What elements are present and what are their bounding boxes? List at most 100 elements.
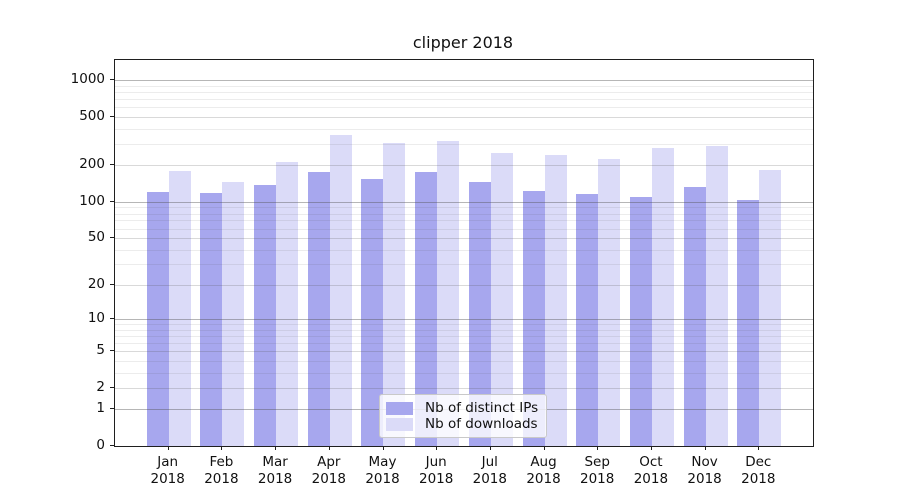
gridline-8	[115, 329, 813, 331]
legend-entry-distinct-ips: Nb of distinct IPs	[386, 400, 539, 416]
gridline-9	[115, 324, 813, 326]
bar-downloads-jan	[168, 171, 191, 446]
x-tick-mark-sep	[597, 446, 599, 450]
gridline-90	[115, 207, 813, 209]
bar-downloads-dec	[759, 170, 782, 446]
bar-downloads-nov	[705, 145, 728, 446]
x-tick-mark-jul	[489, 446, 491, 450]
y-tick-mark-1000	[110, 79, 114, 81]
x-tick-label-mar: Mar 2018	[257, 454, 293, 487]
x-tick-mark-apr	[328, 446, 330, 450]
y-tick-mark-10	[110, 318, 114, 320]
y-tick-label-20: 20	[87, 275, 105, 292]
bar-distinct-ips-may	[361, 178, 384, 446]
gridline-3	[115, 372, 813, 374]
x-tick-label-sep: Sep 2018	[580, 454, 615, 487]
gridline-30	[115, 264, 813, 266]
gridline-7	[115, 336, 813, 337]
bar-downloads-aug	[544, 154, 567, 446]
x-tick-mark-nov	[704, 446, 706, 450]
x-tick-mark-oct	[650, 446, 652, 450]
bar-downloads-jul	[490, 152, 513, 446]
gridline-50	[115, 237, 813, 239]
y-tick-label-1: 1	[96, 400, 105, 417]
gridline-4	[115, 360, 813, 362]
y-tick-label-200: 200	[79, 156, 105, 173]
gridline-600	[115, 107, 813, 109]
y-tick-label-100: 100	[79, 192, 105, 209]
x-tick-label-feb: Feb 2018	[204, 454, 239, 487]
legend-swatch-downloads	[386, 417, 413, 431]
y-tick-label-10: 10	[87, 310, 105, 327]
y-tick-mark-0	[110, 445, 114, 446]
gridline-60	[115, 228, 813, 230]
y-tick-mark-5	[110, 350, 114, 352]
legend-entry-downloads: Nb of downloads	[386, 416, 538, 432]
gridline-80	[115, 213, 813, 215]
y-tick-label-1000: 1000	[70, 71, 105, 88]
y-tick-mark-500	[110, 116, 114, 117]
gridline-400	[115, 128, 813, 130]
bar-distinct-ips-nov	[683, 187, 706, 446]
bar-distinct-ips-feb	[200, 193, 223, 446]
x-tick-label-oct: Oct 2018	[633, 454, 669, 487]
bar-downloads-oct	[651, 148, 674, 446]
x-tick-label-jul: Jul 2018	[472, 454, 507, 487]
gridline-70	[115, 220, 813, 222]
y-tick-label-50: 50	[87, 228, 105, 245]
gridline-900	[115, 86, 813, 87]
bar-distinct-ips-mar	[254, 184, 277, 446]
y-tick-mark-200	[110, 164, 114, 166]
gridline-10	[115, 319, 813, 321]
bar-distinct-ips-oct	[629, 196, 652, 446]
x-tick-mark-mar	[275, 446, 277, 450]
gridline-200	[115, 165, 813, 167]
legend: Nb of distinct IPs Nb of downloads	[379, 394, 547, 438]
x-tick-mark-jan	[167, 446, 169, 450]
plot-area: Nb of distinct IPs Nb of downloads	[114, 59, 814, 447]
x-tick-mark-jun	[436, 446, 438, 450]
y-tick-label-5: 5	[96, 342, 105, 359]
bar-distinct-ips-jul	[468, 181, 491, 446]
bar-distinct-ips-dec	[737, 199, 760, 446]
bar-distinct-ips-aug	[522, 190, 545, 446]
bar-downloads-apr	[329, 134, 352, 446]
x-tick-label-aug: Aug 2018	[526, 454, 561, 487]
y-tick-mark-2	[110, 386, 114, 388]
y-tick-mark-100	[110, 200, 114, 202]
gridline-500	[115, 117, 813, 118]
x-tick-label-may: May 2018	[365, 454, 400, 487]
x-tick-label-jan: Jan 2018	[150, 454, 185, 487]
y-tick-label-0: 0	[96, 437, 105, 453]
legend-label-downloads: Nb of downloads	[425, 416, 538, 432]
bar-distinct-ips-jan	[146, 191, 169, 446]
x-tick-mark-aug	[543, 446, 545, 450]
gridline-5	[115, 351, 813, 353]
x-tick-label-dec: Dec 2018	[741, 454, 776, 487]
gridline-700	[115, 99, 813, 101]
y-tick-mark-1	[110, 408, 114, 410]
gridline-2	[115, 387, 813, 389]
y-tick-mark-50	[110, 236, 114, 238]
x-tick-mark-dec	[758, 446, 760, 450]
gridline-20	[115, 284, 813, 286]
x-tick-mark-may	[382, 446, 384, 450]
bar-distinct-ips-jun	[415, 171, 438, 446]
y-tick-mark-20	[110, 283, 114, 285]
bar-downloads-may	[383, 142, 406, 446]
bar-downloads-jun	[437, 140, 460, 446]
gridline-100	[115, 201, 813, 203]
legend-label-distinct-ips: Nb of distinct IPs	[425, 400, 539, 416]
x-tick-label-apr: Apr 2018	[311, 454, 346, 487]
bar-distinct-ips-sep	[576, 194, 599, 446]
bar-distinct-ips-apr	[307, 172, 330, 446]
x-tick-label-jun: Jun 2018	[419, 454, 454, 487]
gridline-6	[115, 343, 813, 344]
x-tick-mark-feb	[221, 446, 223, 450]
gridline-40	[115, 249, 813, 251]
y-tick-label-500: 500	[79, 108, 105, 124]
gridline-800	[115, 92, 813, 94]
legend-swatch-distinct-ips	[386, 401, 413, 415]
x-tick-label-nov: Nov 2018	[687, 454, 722, 487]
